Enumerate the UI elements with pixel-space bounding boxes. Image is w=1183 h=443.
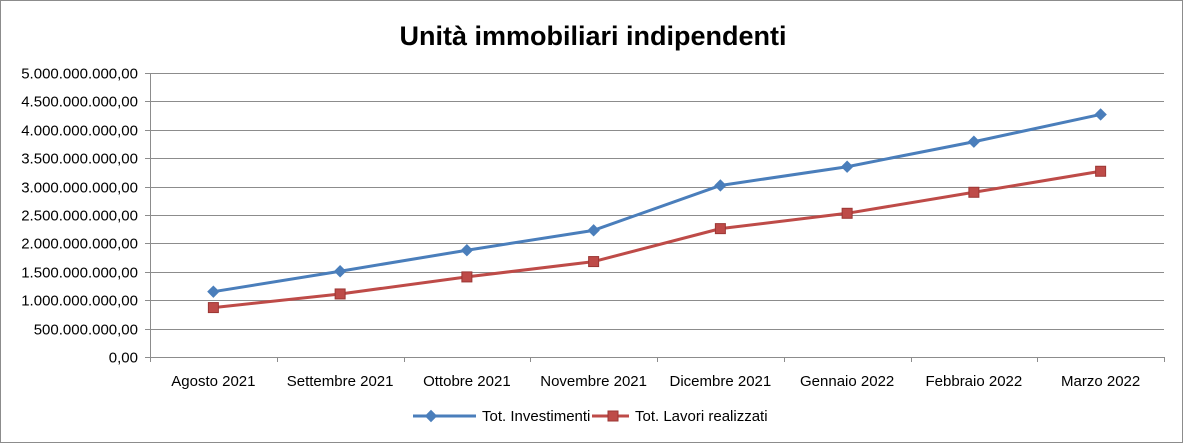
data-point bbox=[333, 265, 347, 278]
x-tick-label: Gennaio 2022 bbox=[800, 373, 894, 390]
y-tick-label: 500.000.000,00 bbox=[34, 322, 138, 339]
y-tick-label: 3.500.000.000,00 bbox=[21, 151, 138, 168]
data-point bbox=[207, 302, 219, 314]
x-tick-label: Ottobre 2021 bbox=[423, 373, 511, 390]
data-point bbox=[841, 207, 853, 219]
data-point bbox=[587, 224, 600, 237]
y-tick-label: 5.000.000.000,00 bbox=[21, 66, 138, 83]
legend: Tot. Investimenti Tot. Lavori realizzati bbox=[413, 408, 768, 425]
y-tick-label: 2.500.000.000,00 bbox=[21, 208, 138, 225]
data-point bbox=[968, 186, 980, 198]
series-lines bbox=[207, 108, 1107, 314]
x-tick-label: Marzo 2022 bbox=[1061, 373, 1140, 390]
y-tick-label: 4.500.000.000,00 bbox=[21, 94, 138, 111]
x-tick-label: Febbraio 2022 bbox=[926, 373, 1023, 390]
y-tick-label: 1.500.000.000,00 bbox=[21, 265, 138, 282]
legend-item: Tot. Lavori realizzati bbox=[592, 408, 768, 425]
data-point bbox=[714, 223, 726, 235]
legend-marker bbox=[607, 410, 619, 422]
x-tick-label: Novembre 2021 bbox=[540, 373, 647, 390]
series-1 bbox=[207, 108, 1107, 298]
data-point bbox=[1095, 165, 1107, 177]
data-point bbox=[1094, 108, 1107, 121]
data-point bbox=[334, 288, 346, 300]
legend-label: Tot. Lavori realizzati bbox=[635, 408, 768, 425]
legend-marker bbox=[424, 409, 438, 423]
data-point bbox=[460, 244, 474, 257]
data-point bbox=[588, 256, 600, 268]
y-tick-label: 1.000.000.000,00 bbox=[21, 293, 138, 310]
data-point bbox=[461, 271, 473, 283]
x-tick-label: Agosto 2021 bbox=[171, 373, 255, 390]
legend-item: Tot. Investimenti bbox=[413, 408, 590, 425]
data-point bbox=[714, 179, 727, 192]
y-tick-label: 4.000.000.000,00 bbox=[21, 123, 138, 140]
data-point bbox=[207, 285, 220, 298]
series-line bbox=[213, 169, 1101, 310]
x-tick-label: Dicembre 2021 bbox=[670, 373, 772, 390]
gridlines bbox=[150, 73, 1164, 358]
axes: 0,00 500.000.000,00 1.000.000.000,00 1.500.… bbox=[21, 66, 1165, 390]
legend-label: Tot. Investimenti bbox=[482, 408, 590, 425]
data-point bbox=[967, 135, 981, 148]
series-2 bbox=[207, 165, 1107, 314]
y-tick-label: 0,00 bbox=[109, 350, 138, 367]
data-point bbox=[840, 160, 854, 173]
y-tick-label: 3.000.000.000,00 bbox=[21, 180, 138, 197]
y-tick-label: 2.000.000.000,00 bbox=[21, 236, 138, 253]
x-tick-label: Settembre 2021 bbox=[287, 373, 394, 390]
chart-title: Unità immobiliari indipendenti bbox=[399, 21, 786, 51]
series-line bbox=[213, 112, 1101, 294]
